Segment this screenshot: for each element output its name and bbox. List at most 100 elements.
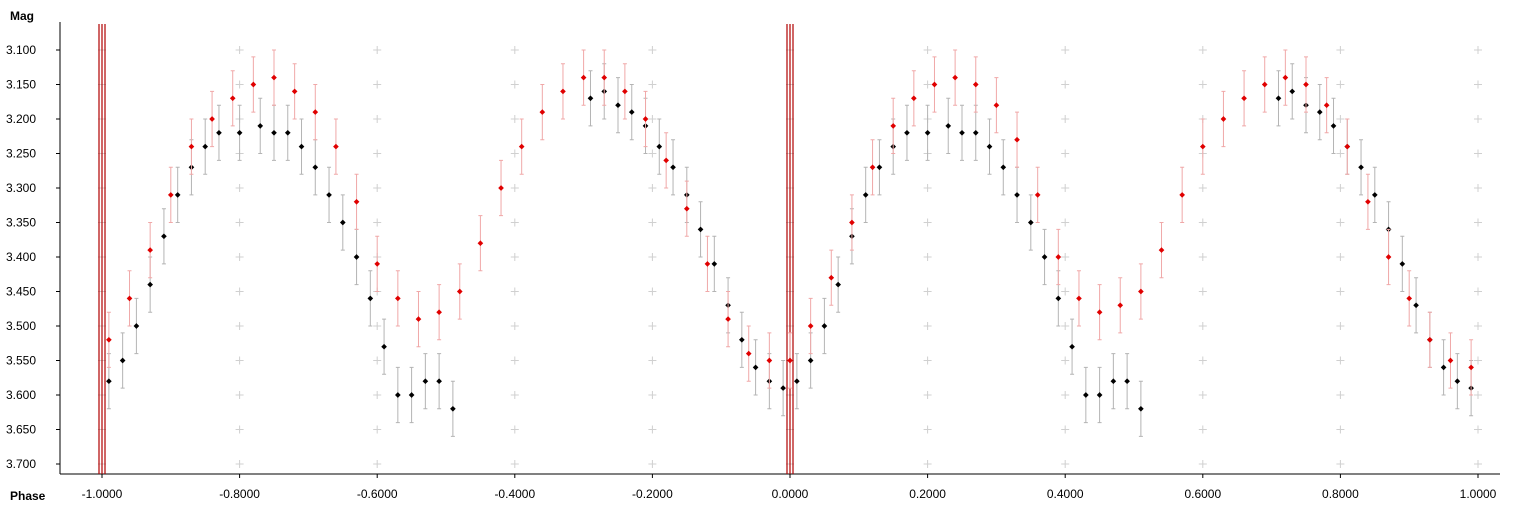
grid-cross (235, 184, 244, 192)
grid-cross (1474, 425, 1482, 434)
data-point (1000, 164, 1007, 171)
data-point (1440, 364, 1447, 371)
grid-cross (1061, 322, 1070, 330)
x-tick-label: 0.2000 (909, 487, 946, 501)
grid-cross (235, 425, 244, 434)
grid-cross (1198, 253, 1207, 261)
grid-cross (1336, 425, 1345, 434)
data-point (333, 143, 339, 150)
grid-cross (1198, 391, 1207, 399)
grid-cross (373, 460, 382, 468)
data-point (450, 405, 456, 412)
x-tick-label: 0.0000 (772, 487, 809, 501)
data-series (106, 49, 1474, 437)
grid-cross (1198, 218, 1207, 227)
data-point (1406, 295, 1413, 302)
grid-cross (1336, 391, 1345, 399)
x-tick-label: 0.4000 (1047, 487, 1084, 501)
grid-cross (1061, 115, 1070, 123)
x-tick-label: 1.0000 (1460, 487, 1497, 501)
data-point (683, 205, 690, 212)
grid-cross (1474, 149, 1482, 158)
grid-cross (1474, 218, 1482, 227)
grid-cross (1474, 253, 1482, 261)
data-point (174, 192, 181, 198)
data-point (560, 88, 566, 95)
data-point (697, 226, 704, 233)
data-point (1138, 405, 1144, 412)
data-point (1358, 164, 1364, 171)
y-tick-label: 3.450 (6, 285, 36, 299)
grid-cross (923, 46, 932, 54)
grid-cross (373, 149, 382, 158)
data-point (298, 143, 305, 150)
grid-cross (1474, 115, 1482, 123)
grid-cross (648, 218, 657, 227)
grid-cross (1336, 149, 1345, 158)
data-point (1179, 192, 1185, 198)
grid-cross (373, 46, 382, 54)
grid-cross (1336, 115, 1345, 123)
data-point (1330, 123, 1337, 129)
data-point (1289, 88, 1296, 95)
data-point (1124, 378, 1130, 385)
grid-cross (373, 425, 382, 434)
data-point (1399, 261, 1406, 267)
grid-cross (373, 80, 382, 89)
grid-cross (510, 218, 519, 227)
grid-cross (1474, 391, 1482, 399)
grid-cross (923, 253, 932, 261)
series-0 (106, 63, 1474, 437)
data-point (216, 129, 222, 136)
grid-cross (923, 356, 932, 365)
data-point (167, 192, 174, 198)
data-point (725, 316, 731, 322)
y-tick-label: 3.700 (6, 457, 36, 471)
data-point (436, 309, 442, 316)
grid-cross (235, 322, 244, 330)
data-point (498, 185, 504, 191)
data-point (133, 323, 140, 329)
y-tick-label: 3.350 (6, 216, 36, 230)
data-point (711, 261, 718, 267)
data-point (794, 378, 800, 385)
grid-cross (1198, 425, 1207, 434)
data-point (1385, 254, 1392, 260)
data-point (119, 357, 126, 364)
grid-cross (1198, 46, 1207, 54)
data-point (1027, 219, 1034, 226)
data-point (1117, 302, 1124, 309)
grid-cross (1336, 46, 1345, 54)
grid-cross (1198, 184, 1207, 192)
grid-cross (373, 184, 382, 192)
y-tick-label: 3.500 (6, 319, 36, 333)
data-point (326, 192, 332, 198)
y-axis-title: Mag (10, 9, 34, 23)
grid-cross (1061, 184, 1070, 192)
data-point (126, 295, 133, 302)
data-point (1014, 192, 1020, 198)
grid-cross (648, 115, 657, 123)
grid-cross (923, 425, 932, 434)
grid-cross (510, 425, 519, 434)
data-point (422, 378, 429, 385)
data-point (821, 323, 828, 329)
grid-cross (648, 253, 657, 261)
data-point (1138, 288, 1144, 295)
data-point (1110, 378, 1117, 385)
y-tick-label: 3.250 (6, 147, 36, 161)
data-point (945, 123, 952, 129)
plot-frame (59, 22, 1500, 475)
grid-cross (235, 80, 244, 89)
y-tick-label: 3.150 (6, 78, 36, 92)
grid-cross (1198, 287, 1207, 296)
grid-cross (373, 115, 382, 123)
data-point (862, 192, 869, 198)
grid-cross (648, 149, 657, 158)
grid-cross (648, 460, 657, 468)
data-point (202, 143, 209, 150)
grid-cross (1061, 391, 1070, 399)
grid-cross (1474, 287, 1482, 296)
data-point (993, 102, 1000, 109)
data-point (986, 143, 993, 150)
